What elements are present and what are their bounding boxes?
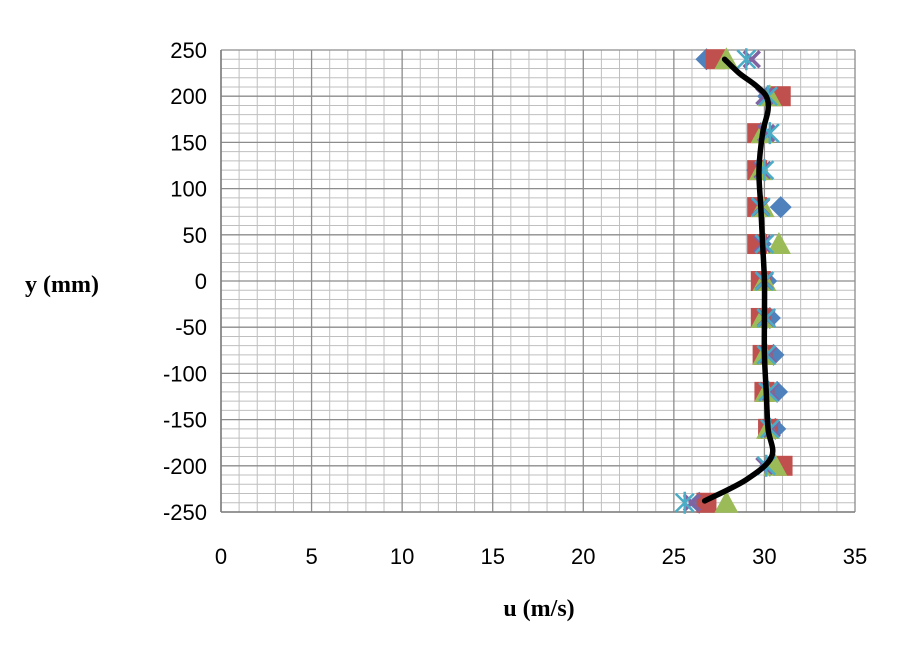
y-tick-label: -100 <box>163 361 207 386</box>
y-tick-label: -200 <box>163 454 207 479</box>
x-tick-label: 10 <box>390 544 414 569</box>
trend-line <box>701 56 776 504</box>
x-axis-title: u (m/s) <box>503 596 574 622</box>
y-tick-label: 250 <box>170 38 207 63</box>
x-tick-label: 30 <box>752 544 776 569</box>
star-marker <box>736 48 757 71</box>
y-tick-label: -150 <box>163 408 207 433</box>
y-tick-label: 200 <box>170 84 207 109</box>
y-tick-label: -50 <box>175 315 207 340</box>
y-tick-label: -250 <box>163 500 207 525</box>
triangle-marker <box>766 232 791 255</box>
axis-tick-labels: 0 5 10 15 20 25 30 35 -250 -200 -150 -100 -50 0 50 100 1… <box>163 38 867 569</box>
triangle-marker <box>714 490 739 513</box>
x-tick-label: 15 <box>480 544 504 569</box>
x-marker <box>682 493 702 512</box>
y-tick-label: 150 <box>170 130 207 155</box>
y-axis-title: y (mm) <box>25 272 99 298</box>
x-tick-label: 35 <box>843 544 867 569</box>
y-tick-label: 50 <box>183 223 207 248</box>
x-tick-label: 25 <box>662 544 686 569</box>
y-tick-label: 0 <box>195 269 207 294</box>
x-tick-label: 20 <box>571 544 595 569</box>
star-marker <box>674 491 695 514</box>
y-tick-label: 100 <box>170 177 207 202</box>
x-tick-label: 5 <box>305 544 317 569</box>
data-series <box>674 47 793 514</box>
x-tick-label: 0 <box>215 544 227 569</box>
diamond-marker <box>769 196 792 219</box>
